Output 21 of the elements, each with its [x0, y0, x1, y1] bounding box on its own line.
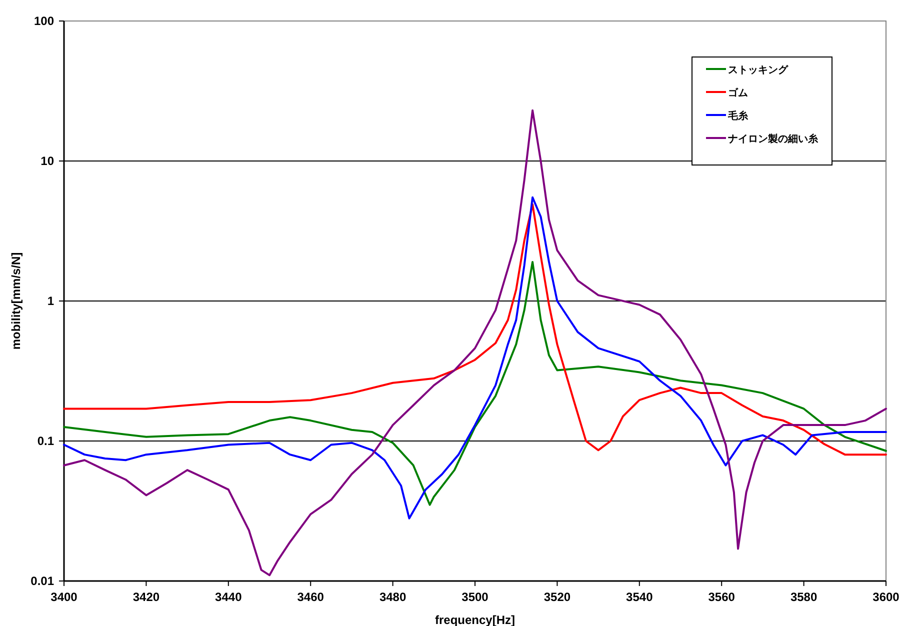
x-tick-label: 3420 [132, 590, 160, 604]
y-axis-title: mobility[mm/s/N] [9, 252, 23, 350]
legend-label: 毛糸 [727, 110, 749, 122]
legend-label: ナイロン製の細い糸 [728, 133, 819, 145]
x-tick-label: 3520 [544, 590, 571, 604]
y-tick-label: 1 [47, 294, 54, 308]
x-tick-label: 3480 [379, 590, 406, 604]
y-tick-label: 0.1 [37, 434, 54, 448]
legend-label: ゴム [728, 87, 748, 99]
x-tick-label: 3580 [790, 590, 818, 604]
y-tick-label: 0.01 [30, 574, 54, 588]
x-tick-label: 3560 [708, 590, 736, 604]
x-tick-label: 3500 [462, 590, 489, 604]
x-tick-label: 3440 [215, 590, 242, 604]
x-tick-label: 3600 [872, 590, 900, 604]
legend-label: ストッキング [728, 64, 789, 76]
x-tick-label: 3460 [297, 590, 324, 604]
x-tick-label: 3540 [626, 590, 654, 604]
y-tick-label: 10 [40, 154, 54, 168]
y-tick-label: 100 [34, 14, 54, 28]
x-tick-label: 3400 [50, 590, 78, 604]
